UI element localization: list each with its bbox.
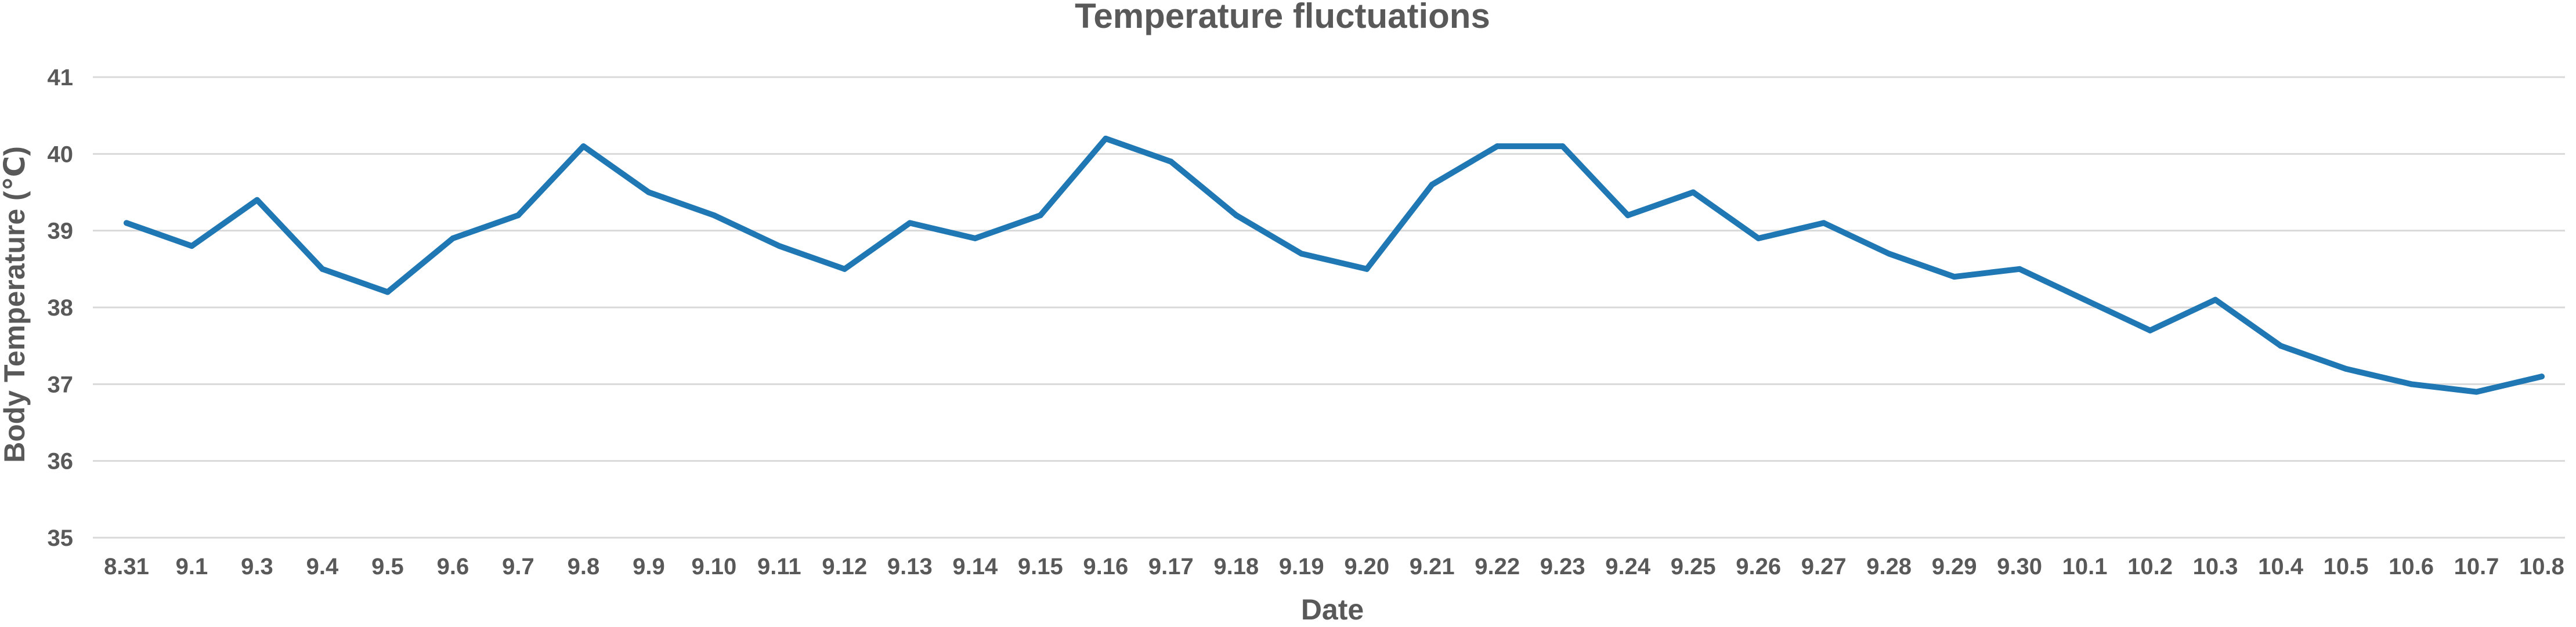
x-tick-label: 10.7 (2454, 554, 2499, 579)
data-point (2408, 381, 2415, 387)
x-tick-label: 10.5 (2324, 554, 2369, 579)
data-point (1886, 251, 1892, 257)
data-point (1168, 158, 1174, 165)
y-tick-label: 35 (48, 525, 74, 551)
y-tick-label: 41 (48, 65, 74, 90)
x-tick-label: 9.8 (568, 554, 600, 579)
x-tick-label: 9.21 (1410, 554, 1455, 579)
x-tick-label: 9.24 (1605, 554, 1651, 579)
data-point (2343, 365, 2349, 372)
data-point (1494, 143, 1501, 150)
x-tick-label: 9.29 (1932, 554, 1977, 579)
data-point (1951, 274, 1957, 280)
x-tick-label: 9.18 (1213, 554, 1259, 579)
data-point (1755, 235, 1762, 241)
x-tick-label: 9.4 (306, 554, 339, 579)
data-point (711, 212, 717, 219)
x-tick-label: 9.6 (437, 554, 469, 579)
x-tick-label: 9.30 (1997, 554, 2042, 579)
data-point (645, 189, 652, 195)
x-axis-title: Date (1301, 593, 1364, 624)
x-tick-label: 9.27 (1801, 554, 1847, 579)
x-tick-label: 9.15 (1018, 554, 1063, 579)
data-point (1690, 189, 1696, 195)
x-tick-label: 10.2 (2127, 554, 2173, 579)
data-point (384, 289, 391, 295)
x-tick-label: 8.31 (104, 554, 149, 579)
data-point (2017, 266, 2023, 272)
data-point (2082, 296, 2088, 303)
x-tick-label: 9.5 (371, 554, 404, 579)
x-tick-label: 9.17 (1148, 554, 1194, 579)
x-tick-label: 9.3 (241, 554, 273, 579)
data-point (2278, 343, 2284, 349)
y-tick-label: 36 (48, 449, 74, 474)
y-tick-label: 40 (48, 142, 74, 167)
x-tick-label: 9.7 (502, 554, 534, 579)
x-tick-label: 9.11 (757, 554, 801, 579)
x-tick-label: 9.23 (1540, 554, 1585, 579)
data-point (1037, 212, 1043, 219)
x-axis-ticks: 8.31 9.1 9.3 9.4 9.5 9.6 9.7 9.8 9.9 9.10 9.11 9.12… (104, 554, 2564, 579)
data-point (906, 220, 913, 226)
y-tick-label: 37 (48, 372, 74, 397)
data-point (1559, 143, 1566, 150)
x-tick-label: 9.26 (1736, 554, 1781, 579)
data-point (1820, 220, 1827, 226)
data-point (2539, 374, 2545, 380)
y-axis-title: Body Temperature (℃) (0, 146, 31, 463)
data-point (2473, 389, 2480, 395)
x-tick-label: 10.4 (2258, 554, 2304, 579)
data-point (319, 266, 326, 272)
x-tick-label: 9.16 (1083, 554, 1128, 579)
data-point (515, 212, 521, 219)
data-point (841, 266, 848, 272)
data-point (254, 197, 260, 203)
x-tick-label: 9.25 (1671, 554, 1716, 579)
data-point (2147, 327, 2154, 334)
x-tick-label: 9.14 (952, 554, 998, 579)
data-point (776, 243, 782, 249)
x-tick-label: 9.12 (822, 554, 867, 579)
data-point (1625, 212, 1631, 219)
x-tick-label: 9.13 (887, 554, 933, 579)
x-tick-label: 9.1 (176, 554, 208, 579)
y-axis-ticks: 35 36 37 38 39 40 41 (48, 65, 74, 551)
data-point (1429, 182, 1435, 188)
data-point (1103, 135, 1109, 142)
y-tick-label: 39 (48, 219, 74, 244)
x-tick-label: 9.22 (1475, 554, 1520, 579)
x-tick-label: 9.28 (1866, 554, 1912, 579)
series-temperature (124, 135, 2545, 395)
data-point (1233, 212, 1240, 219)
data-point (450, 235, 456, 241)
x-tick-label: 10.1 (2062, 554, 2108, 579)
x-tick-label: 9.9 (633, 554, 665, 579)
x-tick-label: 10.6 (2389, 554, 2434, 579)
temperature-line (124, 135, 2545, 395)
x-tick-label: 9.20 (1344, 554, 1389, 579)
data-point (124, 220, 129, 226)
data-point (1364, 266, 1370, 272)
x-tick-label: 10.3 (2193, 554, 2238, 579)
data-point (2212, 296, 2219, 303)
x-tick-label: 9.19 (1279, 554, 1324, 579)
data-point (1298, 251, 1305, 257)
gridlines (93, 76, 2565, 539)
chart-title: Temperature fluctuations (1075, 0, 1490, 35)
data-point (189, 243, 195, 249)
x-tick-label: 9.10 (691, 554, 736, 579)
data-point (580, 143, 587, 150)
x-tick-label: 10.8 (2519, 554, 2564, 579)
data-point (972, 235, 978, 241)
y-tick-label: 38 (48, 295, 74, 321)
